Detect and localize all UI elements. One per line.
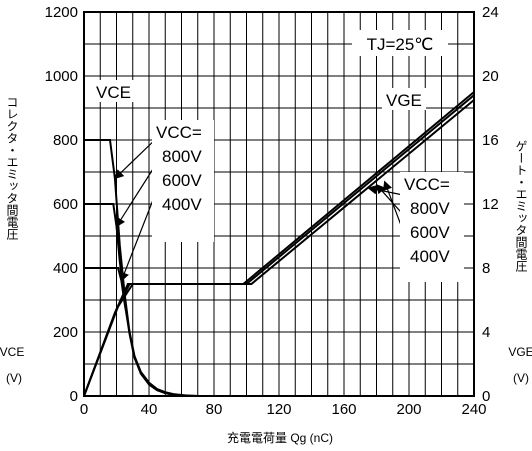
y-left-tick-label: 1200 — [45, 4, 78, 21]
x-tick-label: 240 — [461, 401, 486, 418]
y-left-tick-label: 1000 — [45, 68, 78, 85]
vcc-left-label: VCC= — [156, 123, 202, 142]
y-left-tick-label: 200 — [53, 324, 78, 341]
x-tick-label: 0 — [80, 401, 88, 418]
series-lines — [83, 91, 475, 397]
y-left-tick-label: 400 — [53, 260, 78, 277]
y-right-tick-label: 8 — [482, 260, 490, 277]
vcc-left-800: 800V — [162, 147, 202, 166]
vcc-left-600: 600V — [162, 171, 202, 190]
vcc-left-bg — [152, 120, 214, 242]
vcc-right-400: 400V — [410, 247, 450, 266]
x-tick-label: 40 — [141, 401, 158, 418]
y-right-axis-symbol: VGE — [508, 345, 532, 359]
vce-line-400V — [84, 267, 198, 397]
y-left-axis-ticks: 0 200 400 600 800 1000 1200 — [45, 4, 78, 405]
y-left-axis-title: コレクタ・エミッタ間電圧 — [5, 96, 19, 241]
y-left-tick-label: 800 — [53, 132, 78, 149]
vge-line-400V — [83, 99, 475, 397]
x-tick-label: 200 — [396, 401, 421, 418]
vcc-right-label: VCC= — [404, 175, 450, 194]
vce-label-bg — [92, 80, 136, 102]
condition-bg — [352, 30, 448, 56]
vge-curve-label: VGE — [386, 91, 422, 110]
vcc-right-bg — [400, 172, 464, 282]
vge-label-bg — [382, 88, 426, 110]
vce-curve-label: VCE — [96, 83, 131, 102]
y-left-tick-label: 600 — [53, 196, 78, 213]
vcc-right-600: 600V — [410, 223, 450, 242]
y-right-axis-title: ゲート・エミッタ間電圧 — [514, 140, 528, 273]
y-right-axis-ticks: 0 4 8 12 16 20 24 — [482, 4, 499, 405]
y-right-tick-label: 24 — [482, 4, 499, 21]
y-left-axis-unit: (V) — [6, 371, 22, 385]
condition-label: TJ=25℃ — [367, 35, 434, 54]
vcc-right-800: 800V — [410, 199, 450, 218]
x-tick-label: 160 — [331, 401, 356, 418]
x-tick-label: 120 — [266, 401, 291, 418]
y-right-tick-label: 20 — [482, 68, 499, 85]
y-right-tick-label: 12 — [482, 196, 499, 213]
x-axis-ticks: 0 40 80 120 160 200 240 — [80, 401, 487, 418]
y-right-axis-unit: (V) — [513, 371, 529, 385]
y-left-tick-label: 0 — [70, 388, 78, 405]
x-axis-title: 充電電荷量 Qg (nC) — [227, 430, 333, 445]
y-right-tick-label: 4 — [482, 324, 490, 341]
y-right-tick-label: 16 — [482, 132, 499, 149]
x-tick-label: 80 — [206, 401, 223, 418]
y-right-tick-label: 0 — [482, 388, 490, 405]
y-left-axis-symbol: VCE — [0, 345, 24, 359]
vcc-left-400: 400V — [162, 195, 202, 214]
